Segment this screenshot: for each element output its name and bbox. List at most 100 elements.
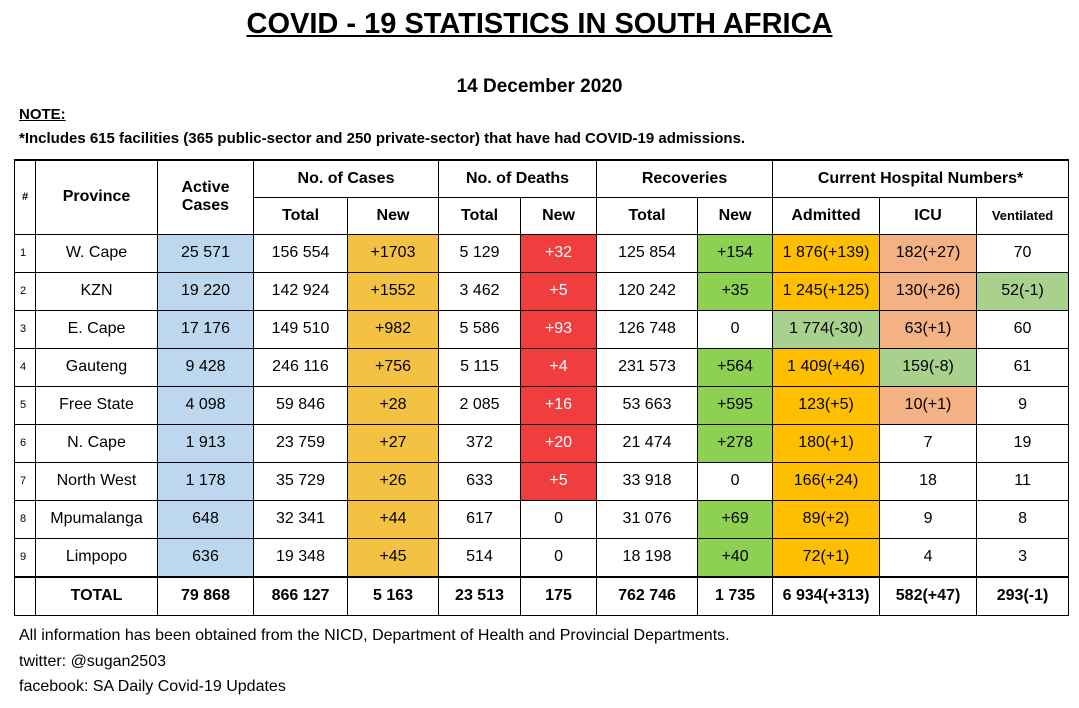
header-cases-total: Total [253,196,348,235]
header-deaths: No. of Deaths [438,159,598,198]
header-hospital: Current Hospital Numbers* [772,159,1070,198]
recoveries-new: 0 [697,309,774,349]
active-cases: 1 178 [157,461,254,501]
cases-total: 156 554 [253,233,348,273]
hospital-icu: 7 [879,423,978,463]
recoveries-new: +69 [697,499,774,539]
cases-new: +44 [346,499,440,539]
hospital-admitted: 1 774(-30) [772,309,881,349]
header-cases: No. of Cases [252,159,440,198]
row-number: 6 [14,423,36,463]
active-cases: 19 220 [157,271,254,311]
cases-new: +45 [346,537,440,577]
deaths-total: 5 129 [438,233,522,273]
hospital-admitted: 72(+1) [772,537,881,577]
cases-new: +28 [346,385,440,425]
province-name: E. Cape [35,309,158,349]
hospital-ventilated: 9 [976,385,1070,425]
table-row: 4 Gauteng 9 428 246 116 +756 5 115 +4 23… [14,347,1070,387]
cases-total: 142 924 [253,271,348,311]
deaths-new: +93 [520,309,598,349]
hospital-ventilated: 11 [976,461,1070,501]
active-cases: 1 913 [157,423,254,463]
header-ventilated: Ventilated [976,196,1070,235]
row-number: 3 [14,309,36,349]
cases-new: +1703 [346,233,440,273]
cases-new: +27 [346,423,440,463]
province-name: Gauteng [35,347,158,387]
total-row-number [14,575,36,616]
total-active-cases: 79 868 [157,575,254,616]
hospital-admitted: 1 245(+125) [772,271,881,311]
header-active-line1: Active [181,179,230,197]
table-row: 9 Limpopo 636 19 348 +45 514 0 18 198 +4… [14,537,1070,577]
total-deaths-total: 23 513 [438,575,522,616]
hospital-ventilated: 52(-1) [976,271,1070,311]
recoveries-new: +40 [697,537,774,577]
hospital-admitted: 89(+2) [772,499,881,539]
hospital-ventilated: 3 [976,537,1070,577]
hospital-admitted: 123(+5) [772,385,881,425]
row-number: 9 [14,537,36,577]
cases-total: 19 348 [253,537,348,577]
note-text: *Includes 615 facilities (365 public-sec… [19,130,746,147]
report-date: 14 December 2020 [456,76,623,97]
active-cases: 25 571 [157,233,254,273]
recoveries-total: 53 663 [596,385,699,425]
province-name: KZN [35,271,158,311]
deaths-total: 5 115 [438,347,522,387]
cases-new: +756 [346,347,440,387]
header-active-line2: Cases [181,197,230,215]
header-icu: ICU [879,196,978,235]
cases-total: 35 729 [253,461,348,501]
row-number: 7 [14,461,36,501]
table-row: 6 N. Cape 1 913 23 759 +27 372 +20 21 47… [14,423,1070,463]
table-row: 7 North West 1 178 35 729 +26 633 +5 33 … [14,461,1070,501]
footer-source: All information has been obtained from t… [19,627,730,644]
hospital-icu: 182(+27) [879,233,978,273]
footer-facebook: facebook: SA Daily Covid-19 Updates [19,678,286,695]
header-rec-new: New [697,196,774,235]
hospital-admitted: 180(+1) [772,423,881,463]
active-cases: 648 [157,499,254,539]
total-cases-total: 866 127 [253,575,348,616]
recoveries-new: +154 [697,233,774,273]
deaths-new: +20 [520,423,598,463]
deaths-total: 3 462 [438,271,522,311]
header-admitted: Admitted [772,196,881,235]
header-province: Province [35,159,158,235]
active-cases: 9 428 [157,347,254,387]
recoveries-total: 120 242 [596,271,699,311]
deaths-total: 633 [438,461,522,501]
deaths-new: 0 [520,537,598,577]
province-name: Mpumalanga [35,499,158,539]
deaths-new: +16 [520,385,598,425]
total-recoveries-new: 1 735 [697,575,774,616]
hospital-ventilated: 60 [976,309,1070,349]
header-recoveries: Recoveries [596,159,774,198]
recoveries-total: 33 918 [596,461,699,501]
deaths-total: 372 [438,423,522,463]
total-label: TOTAL [35,575,158,616]
province-name: W. Cape [35,233,158,273]
total-recoveries-total: 762 746 [596,575,699,616]
active-cases: 636 [157,537,254,577]
row-number: 4 [14,347,36,387]
deaths-total: 5 586 [438,309,522,349]
covid-stats-table: # Province Active Cases No. of Cases No. … [14,159,1070,616]
hospital-ventilated: 8 [976,499,1070,539]
cases-new: +26 [346,461,440,501]
cases-total: 246 116 [253,347,348,387]
note-heading: NOTE: [19,106,66,123]
deaths-new: +5 [520,271,598,311]
cases-total: 23 759 [253,423,348,463]
total-hospital-icu: 582(+47) [879,575,978,616]
recoveries-total: 21 474 [596,423,699,463]
hospital-admitted: 1 876(+139) [772,233,881,273]
recoveries-total: 31 076 [596,499,699,539]
hospital-ventilated: 19 [976,423,1070,463]
table-row: 5 Free State 4 098 59 846 +28 2 085 +16 … [14,385,1070,425]
cases-new: +982 [346,309,440,349]
page-title: COVID - 19 STATISTICS IN SOUTH AFRICA [246,8,833,40]
table-row: 3 E. Cape 17 176 149 510 +982 5 586 +93 … [14,309,1070,349]
